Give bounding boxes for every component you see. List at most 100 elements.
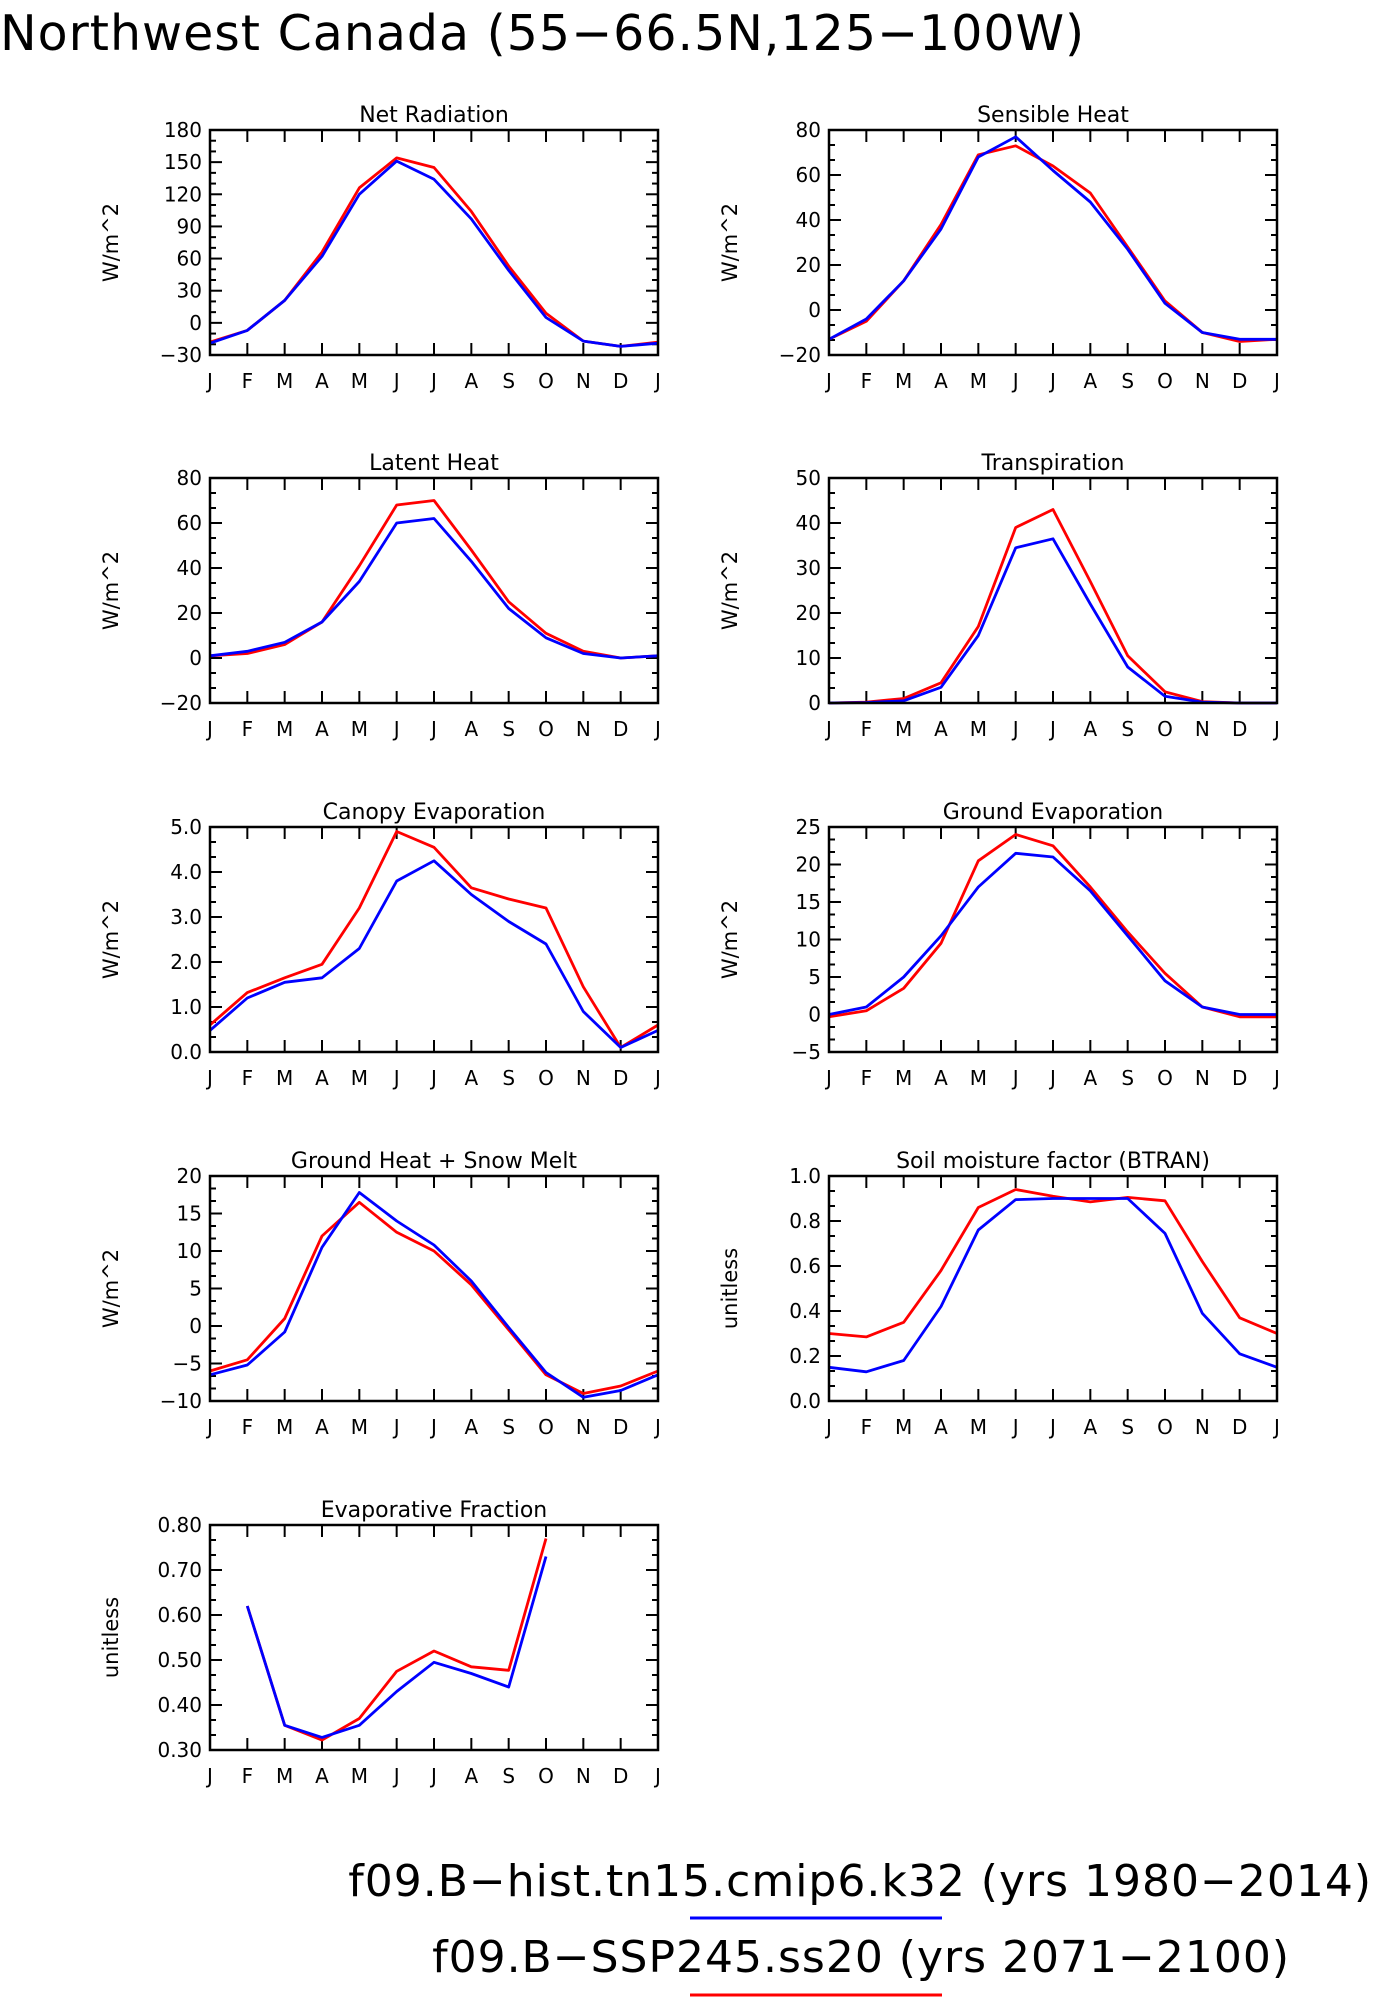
y-tick-label: 25 — [796, 815, 821, 839]
x-tick-label: J — [205, 717, 213, 741]
y-tick-label: 30 — [796, 556, 821, 580]
y-tick-label: 0.6 — [789, 1254, 821, 1278]
x-tick-label: A — [1083, 1066, 1097, 1090]
x-tick-label: D — [1232, 717, 1247, 741]
panel-title: Transpiration — [981, 451, 1125, 476]
x-tick-label: S — [1121, 369, 1134, 393]
x-tick-label: F — [242, 1066, 254, 1090]
x-tick-label: M — [895, 717, 912, 741]
x-tick-label: S — [502, 717, 515, 741]
y-tick-label: 0.8 — [789, 1209, 821, 1233]
series-line-hist — [209, 159, 659, 348]
plot-frame — [827, 1174, 1279, 1403]
y-tick-label: −30 — [160, 343, 202, 367]
x-tick-label: A — [1083, 369, 1097, 393]
y-axis-label: unitless — [718, 1248, 742, 1329]
x-tick-label: M — [276, 717, 293, 741]
y-tick-label: 0 — [808, 1003, 821, 1027]
plot-frame — [208, 1523, 660, 1752]
x-tick-label: N — [576, 1415, 591, 1439]
x-tick-label: A — [1083, 717, 1097, 741]
x-tick-label: J — [205, 1415, 213, 1439]
y-tick-label: 20 — [177, 1164, 202, 1188]
y-tick-label: 5.0 — [170, 815, 202, 839]
y-tick-label: 90 — [177, 214, 202, 238]
x-tick-label: S — [502, 1415, 515, 1439]
x-tick-label: J — [653, 1415, 661, 1439]
y-tick-label: 80 — [796, 118, 821, 142]
series-line-hist — [828, 851, 1277, 1016]
panel-title: Net Radiation — [359, 103, 509, 128]
legend-label-ssp245: f09.B−SSP245.ss20 (yrs 2071−2100) — [432, 1932, 1290, 1983]
x-tick-label: J — [429, 369, 437, 393]
y-tick-label: −20 — [160, 691, 202, 715]
y-tick-label: −10 — [160, 1389, 202, 1413]
x-tick-label: O — [538, 717, 554, 741]
x-tick-label: J — [429, 1764, 437, 1788]
x-tick-label: J — [653, 717, 661, 741]
series-line-hist — [209, 859, 659, 1049]
x-tick-label: D — [613, 717, 628, 741]
x-tick-label: N — [576, 717, 591, 741]
x-tick-label: J — [1011, 1415, 1019, 1439]
x-tick-label: J — [392, 1066, 400, 1090]
x-tick-label: F — [242, 369, 254, 393]
x-tick-label: F — [861, 369, 873, 393]
x-tick-label: J — [653, 1066, 661, 1090]
x-tick-label: M — [351, 717, 368, 741]
x-tick-label: J — [1272, 1066, 1280, 1090]
series-line-hist — [245, 1556, 548, 1739]
panel-title: Latent Heat — [369, 451, 499, 476]
y-tick-label: 10 — [796, 646, 821, 670]
x-tick-label: F — [242, 1415, 254, 1439]
y-tick-label: 0 — [808, 298, 821, 322]
x-tick-label: A — [464, 1415, 478, 1439]
y-axis-label: W/m^2 — [99, 551, 123, 630]
x-tick-label: M — [970, 717, 987, 741]
x-tick-label: A — [934, 1066, 948, 1090]
y-tick-label: 1.0 — [789, 1164, 821, 1188]
y-tick-label: 40 — [796, 208, 821, 232]
x-tick-label: D — [613, 1066, 628, 1090]
y-tick-label: 80 — [177, 466, 202, 490]
x-tick-label: D — [1232, 369, 1247, 393]
y-axis-label: W/m^2 — [99, 1249, 123, 1328]
y-tick-label: 150 — [164, 150, 202, 174]
x-tick-label: N — [576, 369, 591, 393]
y-tick-label: 5 — [189, 1277, 202, 1301]
x-tick-label: M — [970, 1066, 987, 1090]
x-tick-label: S — [502, 369, 515, 393]
x-tick-label: F — [861, 717, 873, 741]
x-tick-label: J — [824, 1066, 832, 1090]
y-tick-label: 0.50 — [157, 1648, 202, 1672]
y-tick-label: 40 — [796, 511, 821, 535]
y-tick-label: 180 — [164, 118, 202, 142]
x-tick-label: M — [351, 1415, 368, 1439]
y-tick-label: 0.60 — [157, 1603, 202, 1627]
series-line-hist — [828, 537, 1277, 705]
y-tick-label: 10 — [177, 1239, 202, 1263]
x-tick-label: M — [351, 369, 368, 393]
x-tick-label: A — [464, 717, 478, 741]
x-tick-label: O — [1157, 369, 1173, 393]
series-line-hist — [828, 135, 1277, 341]
x-tick-label: N — [1195, 1415, 1210, 1439]
x-tick-label: D — [613, 1415, 628, 1439]
x-tick-label: J — [824, 369, 832, 393]
y-tick-label: 4.0 — [170, 860, 202, 884]
panel-title: Canopy Evaporation — [323, 800, 546, 825]
y-tick-label: 2.0 — [170, 950, 202, 974]
y-tick-label: 0 — [189, 646, 202, 670]
plot-frame — [827, 128, 1279, 357]
x-tick-label: J — [392, 1764, 400, 1788]
panel-evaporative-fraction: Evaporative Fraction unitless 0.30 0.40 0.50… — [99, 1498, 661, 1788]
x-tick-label: F — [242, 717, 254, 741]
x-tick-label: N — [1195, 369, 1210, 393]
